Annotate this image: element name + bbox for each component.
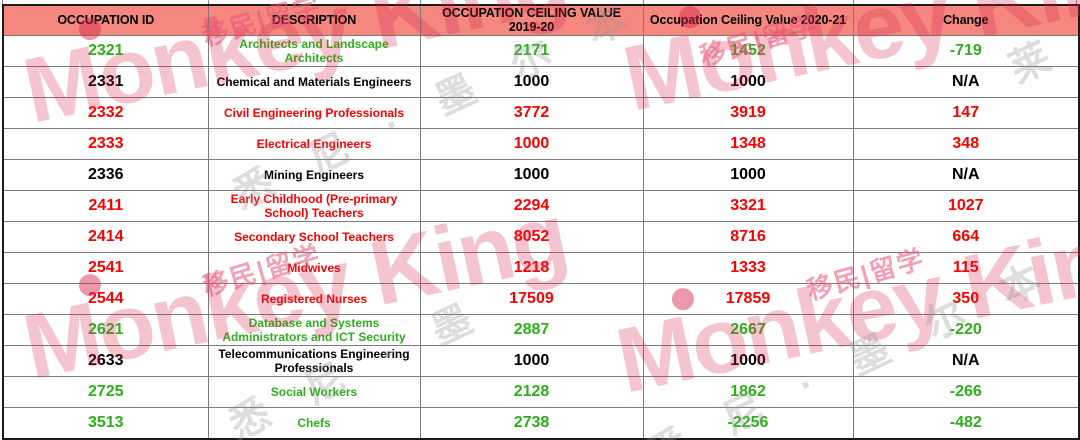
cell-ceiling-2020-21: 3321 xyxy=(642,190,854,222)
column-header-occupation-id: OCCUPATION ID xyxy=(2,4,209,36)
cell-change: 350 xyxy=(852,283,1080,315)
cell-occupation-id: 2336 xyxy=(2,159,209,191)
cell-description: Architects and Landscape Architects xyxy=(207,35,421,67)
cell-description: Midwives xyxy=(207,252,421,284)
cell-ceiling-2019-20: 1000 xyxy=(419,159,644,191)
table-row: 2411 Early Childhood (Pre-primary School… xyxy=(2,190,1080,222)
cell-ceiling-2020-21: 1862 xyxy=(642,376,854,408)
table-row: 2544 Registered Nurses 17509 17859 350 xyxy=(2,283,1080,315)
cell-change: 348 xyxy=(852,128,1080,160)
cell-description: Civil Engineering Professionals xyxy=(207,97,421,129)
cell-description: Registered Nurses xyxy=(207,283,421,315)
cell-change: N/A xyxy=(852,66,1080,98)
grid-tick xyxy=(1076,0,1077,5)
cell-ceiling-2019-20: 1000 xyxy=(419,345,644,377)
table-row: 2621 Database and Systems Administrators… xyxy=(2,314,1080,346)
cell-ceiling-2019-20: 2171 xyxy=(419,35,644,67)
cell-ceiling-2019-20: 2128 xyxy=(419,376,644,408)
cell-ceiling-2019-20: 1000 xyxy=(419,66,644,98)
grid-tick xyxy=(2,0,3,5)
grid-tick xyxy=(853,0,854,5)
cell-ceiling-2020-21: 1333 xyxy=(642,252,854,284)
cell-ceiling-2020-21: -2256 xyxy=(642,407,854,439)
cell-change: 664 xyxy=(852,221,1080,253)
cell-description: Social Workers xyxy=(207,376,421,408)
cell-description: Secondary School Teachers xyxy=(207,221,421,253)
cell-occupation-id: 2332 xyxy=(2,97,209,129)
cell-change: 115 xyxy=(852,252,1080,284)
cell-change: N/A xyxy=(852,159,1080,191)
cell-ceiling-2020-21: 1000 xyxy=(642,159,854,191)
table-row: 2333 Electrical Engineers 1000 1348 348 xyxy=(2,128,1080,160)
cell-occupation-id: 2414 xyxy=(2,221,209,253)
cell-description: Database and Systems Administrators and … xyxy=(207,314,421,346)
table-row: 2336 Mining Engineers 1000 1000 N/A xyxy=(2,159,1080,191)
column-header-ceiling-2020-21: Occupation Ceiling Value 2020-21 xyxy=(642,4,854,36)
cell-change: -719 xyxy=(852,35,1080,67)
cell-ceiling-2019-20: 2294 xyxy=(419,190,644,222)
cell-description: Early Childhood (Pre-primary School) Tea… xyxy=(207,190,421,222)
table-row: 2332 Civil Engineering Professionals 377… xyxy=(2,97,1080,129)
cell-ceiling-2020-21: 1000 xyxy=(642,345,854,377)
table-row: 3513 Chefs 2738 -2256 -482 xyxy=(2,407,1080,439)
table-row: 2725 Social Workers 2128 1862 -266 xyxy=(2,376,1080,408)
cell-occupation-id: 2333 xyxy=(2,128,209,160)
table-row: 2331 Chemical and Materials Engineers 10… xyxy=(2,66,1080,98)
cell-ceiling-2019-20: 2887 xyxy=(419,314,644,346)
cropped-row-strip xyxy=(0,0,1080,5)
cell-change: 147 xyxy=(852,97,1080,129)
cell-change: -220 xyxy=(852,314,1080,346)
table-row: 2414 Secondary School Teachers 8052 8716… xyxy=(2,221,1080,253)
table-row: 2541 Midwives 1218 1333 115 xyxy=(2,252,1080,284)
grid-tick xyxy=(643,0,644,5)
header-line-1: OCCUPATION CEILING VALUE xyxy=(442,6,621,20)
cell-ceiling-2019-20: 17509 xyxy=(419,283,644,315)
cell-change: -482 xyxy=(852,407,1080,439)
cell-ceiling-2019-20: 3772 xyxy=(419,97,644,129)
column-header-description: DESCRIPTION xyxy=(207,4,421,36)
grid-tick xyxy=(420,0,421,5)
grid-tick xyxy=(208,0,209,5)
cell-occupation-id: 2621 xyxy=(2,314,209,346)
cell-description: Chemical and Materials Engineers xyxy=(207,66,421,98)
cell-occupation-id: 2544 xyxy=(2,283,209,315)
column-header-ceiling-2019-20: OCCUPATION CEILING VALUE 2019-20 xyxy=(419,4,644,36)
table-row: 2633 Telecommunications Engineering Prof… xyxy=(2,345,1080,377)
cell-ceiling-2019-20: 8052 xyxy=(419,221,644,253)
cell-ceiling-2019-20: 2738 xyxy=(419,407,644,439)
cell-occupation-id: 2725 xyxy=(2,376,209,408)
cell-occupation-id: 2633 xyxy=(2,345,209,377)
cell-change: -266 xyxy=(852,376,1080,408)
header-row: OCCUPATION ID DESCRIPTION OCCUPATION CEI… xyxy=(2,4,1080,36)
cell-description: Mining Engineers xyxy=(207,159,421,191)
cell-ceiling-2019-20: 1000 xyxy=(419,128,644,160)
cell-ceiling-2020-21: 3919 xyxy=(642,97,854,129)
cell-ceiling-2020-21: 1452 xyxy=(642,35,854,67)
cell-ceiling-2020-21: 2667 xyxy=(642,314,854,346)
cell-ceiling-2020-21: 1348 xyxy=(642,128,854,160)
cell-ceiling-2020-21: 1000 xyxy=(642,66,854,98)
cell-description: Electrical Engineers xyxy=(207,128,421,160)
cell-change: 1027 xyxy=(852,190,1080,222)
cell-description: Telecommunications Engineering Professio… xyxy=(207,345,421,377)
cell-occupation-id: 2321 xyxy=(2,35,209,67)
cell-occupation-id: 2541 xyxy=(2,252,209,284)
cell-ceiling-2020-21: 17859 xyxy=(642,283,854,315)
cell-ceiling-2020-21: 8716 xyxy=(642,221,854,253)
cell-occupation-id: 3513 xyxy=(2,407,209,439)
cell-description: Chefs xyxy=(207,407,421,439)
header-line-2: 2019-20 xyxy=(508,19,555,34)
cell-ceiling-2019-20: 1218 xyxy=(419,252,644,284)
cell-change: N/A xyxy=(852,345,1080,377)
column-header-change: Change xyxy=(852,4,1080,36)
table-row: 2321 Architects and Landscape Architects… xyxy=(2,35,1080,67)
occupation-ceiling-table: OCCUPATION ID DESCRIPTION OCCUPATION CEI… xyxy=(2,4,1080,440)
cell-occupation-id: 2411 xyxy=(2,190,209,222)
cell-occupation-id: 2331 xyxy=(2,66,209,98)
